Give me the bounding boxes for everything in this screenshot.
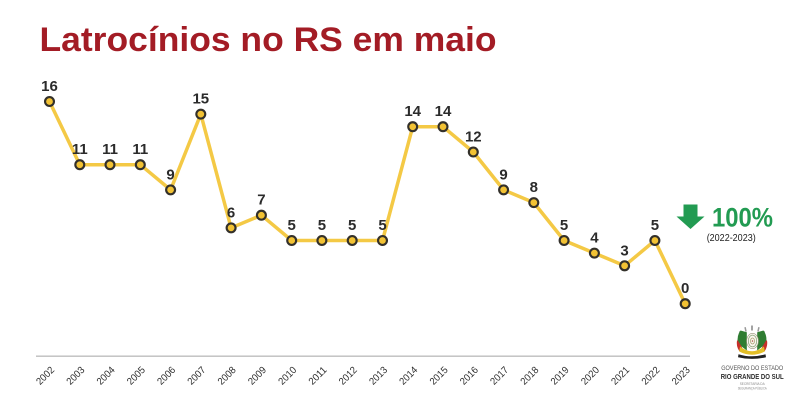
- svg-text:100%: 100%: [712, 203, 773, 233]
- svg-text:7: 7: [257, 192, 265, 209]
- svg-text:5: 5: [378, 217, 386, 234]
- svg-text:16: 16: [41, 78, 58, 95]
- svg-text:11: 11: [132, 141, 148, 158]
- svg-text:14: 14: [404, 103, 421, 120]
- svg-text:12: 12: [465, 129, 482, 146]
- svg-text:5: 5: [318, 217, 326, 234]
- svg-text:5: 5: [348, 217, 356, 234]
- svg-text:5: 5: [288, 217, 296, 234]
- svg-text:0: 0: [681, 280, 689, 297]
- svg-text:11: 11: [72, 141, 88, 158]
- svg-text:6: 6: [227, 204, 235, 221]
- svg-text:15: 15: [192, 91, 209, 108]
- svg-text:RIO GRANDE DO SUL: RIO GRANDE DO SUL: [721, 372, 784, 381]
- svg-text:(2022-2023): (2022-2023): [707, 233, 756, 244]
- svg-text:3: 3: [620, 242, 628, 259]
- svg-text:11: 11: [102, 141, 118, 158]
- svg-text:5: 5: [651, 217, 659, 234]
- svg-text:14: 14: [435, 103, 452, 120]
- svg-text:9: 9: [499, 166, 507, 183]
- svg-text:SEGURANÇA PÚBLICA: SEGURANÇA PÚBLICA: [738, 385, 767, 390]
- svg-text:8: 8: [530, 179, 538, 196]
- svg-text:9: 9: [166, 166, 174, 183]
- svg-text:Latrocínios no RS em maio: Latrocínios no RS em maio: [40, 21, 497, 59]
- svg-text:5: 5: [560, 217, 568, 234]
- svg-text:SECRETARIA DA: SECRETARIA DA: [740, 381, 765, 386]
- svg-text:GOVERNO DO ESTADO: GOVERNO DO ESTADO: [721, 365, 783, 372]
- svg-text:4: 4: [590, 230, 599, 247]
